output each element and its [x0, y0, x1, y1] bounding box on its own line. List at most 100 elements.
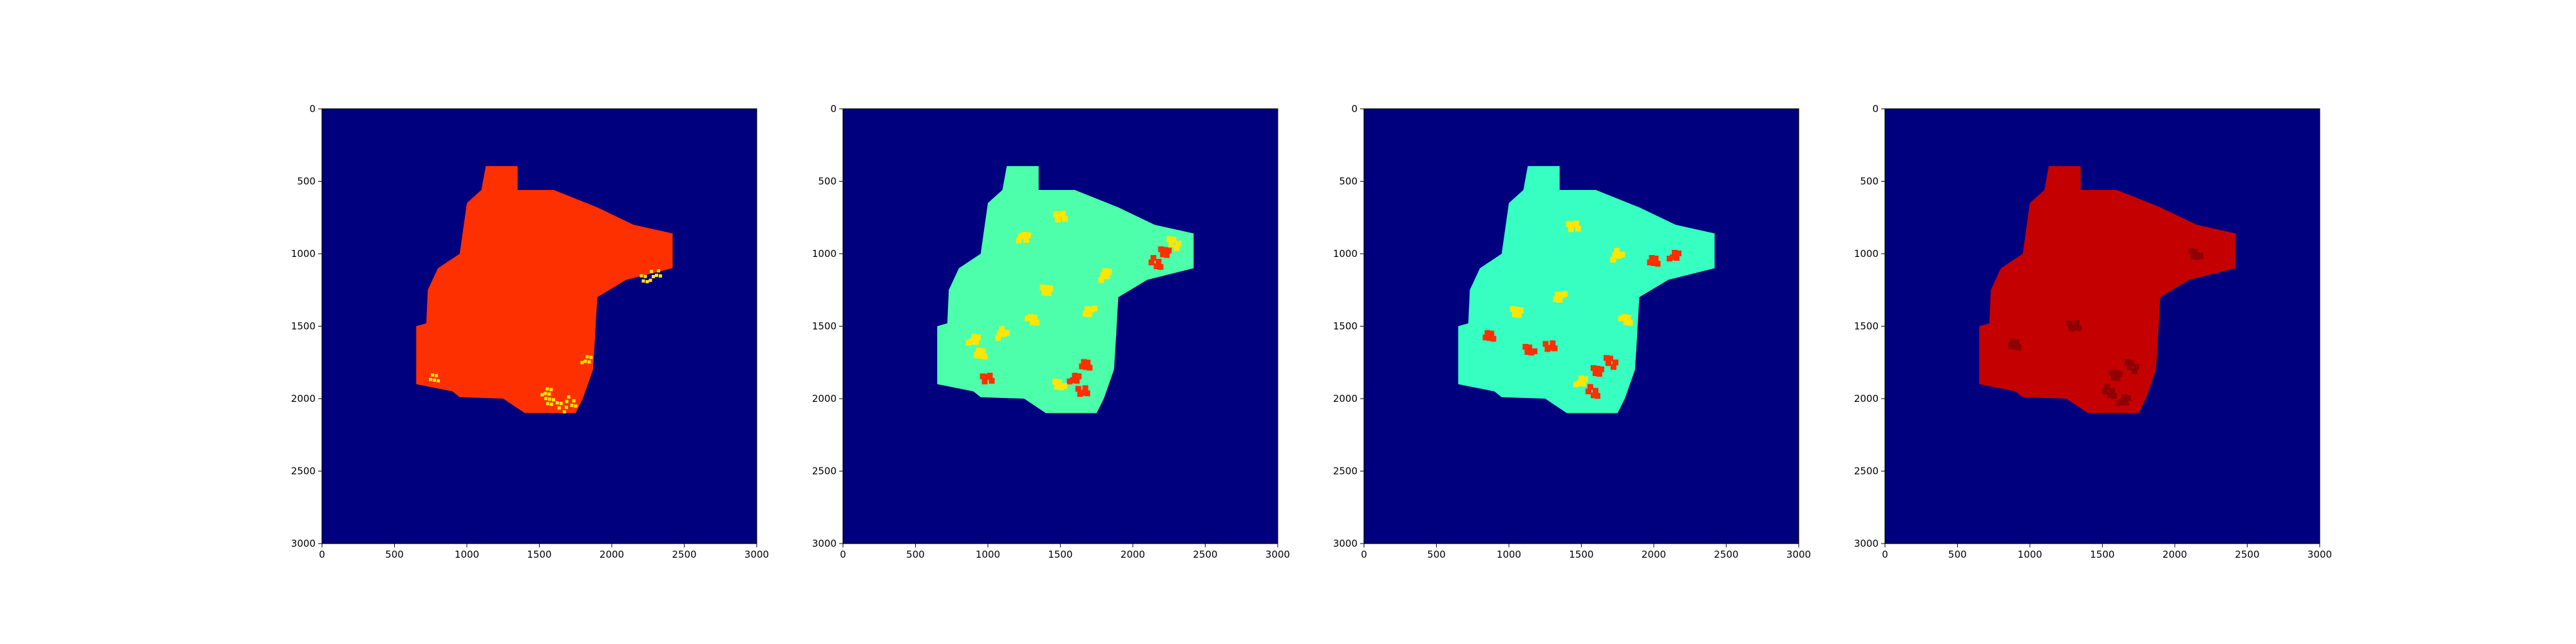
- heatmap-cell: [2108, 369, 2115, 375]
- heatmap-cell: [1086, 365, 1093, 371]
- heatmap-cell: [1482, 334, 1489, 341]
- heatmap-cell: [2014, 339, 2020, 345]
- heatmap-cell: [1558, 292, 1565, 298]
- heatmap-hotspot: [1066, 372, 1082, 384]
- heatmap-cell: [437, 379, 440, 383]
- x-tick-label: 0: [840, 549, 846, 560]
- heatmap-cells: [416, 166, 673, 413]
- heatmap-cell: [2107, 392, 2114, 399]
- x-tick-label: 500: [1427, 549, 1446, 560]
- heatmap-cell: [643, 274, 647, 278]
- heatmap-cell: [1047, 285, 1054, 292]
- heatmap-panel-2: 0 500 1000 1500 2000 2500 30000500100015002000…: [812, 103, 1290, 560]
- heatmap-hotspot: [1158, 246, 1172, 258]
- heatmap-cell: [583, 359, 587, 363]
- heatmap-hotspot: [1482, 330, 1497, 342]
- heatmap-cell: [2125, 395, 2131, 401]
- heatmap-cell: [1528, 350, 1535, 355]
- heatmap-cell: [2102, 388, 2108, 395]
- heatmap-cell: [429, 377, 432, 381]
- heatmap-cell: [1531, 348, 1538, 354]
- heatmap-cell: [1627, 319, 1633, 326]
- heatmap-cell: [987, 372, 993, 379]
- heatmap-cell: [1605, 360, 1611, 366]
- heatmap-cell: [1557, 297, 1563, 303]
- heatmap-cell: [1591, 392, 1596, 399]
- y-tick-label: 2000: [291, 393, 316, 404]
- heatmap-cell: [2074, 320, 2079, 326]
- heatmap-hotspot: [1166, 236, 1182, 251]
- heatmap-cell: [980, 373, 986, 379]
- heatmap-hotspot: [1610, 247, 1625, 263]
- heatmap-cell: [1578, 375, 1584, 382]
- x-tick-label: 2500: [1193, 549, 1217, 560]
- heatmap-cell: [2123, 399, 2129, 406]
- heatmap-cell: [989, 377, 995, 384]
- heatmap-hotspot: [544, 397, 555, 406]
- heatmap-cell: [1526, 345, 1533, 350]
- heatmap-cell: [1591, 365, 1596, 371]
- heatmap-cell: [1098, 277, 1104, 283]
- heatmap-cell: [1542, 341, 1549, 347]
- heatmap-cell: [552, 398, 555, 402]
- x-tick-label: 1500: [1048, 549, 1072, 560]
- heatmap-cell: [1155, 259, 1162, 265]
- y-tick-label: 3000: [812, 538, 837, 549]
- heatmap-cell: [548, 397, 551, 401]
- heatmap-cell: [1043, 285, 1050, 291]
- heatmap-hotspot: [2008, 339, 2022, 350]
- heatmap-cells: [1458, 166, 1715, 413]
- heatmap-cell: [1486, 335, 1493, 341]
- heatmap-cell: [1062, 216, 1068, 222]
- heatmap-hotspot: [1053, 211, 1068, 223]
- y-tick-label: 500: [297, 176, 316, 187]
- heatmap-cell: [1580, 381, 1586, 387]
- heatmap-cell: [1573, 220, 1579, 227]
- x-tick-label: 2500: [2235, 549, 2259, 560]
- heatmap-cell: [1566, 221, 1572, 227]
- heatmap-cell: [544, 397, 547, 401]
- heatmap-cell: [2197, 252, 2204, 259]
- heatmap-cell: [1032, 314, 1037, 321]
- heatmap-hotspot: [995, 326, 1010, 341]
- heatmap-hotspot: [1647, 255, 1661, 267]
- heatmap-cell: [652, 275, 655, 278]
- heatmap-cell: [2134, 364, 2139, 370]
- heatmap-hotspot: [1591, 365, 1604, 377]
- heatmap-cell: [1084, 306, 1090, 312]
- heatmap-cell: [1524, 349, 1531, 355]
- x-tick-label: 1000: [1497, 549, 1521, 560]
- heatmap-cell: [1039, 284, 1046, 290]
- heatmap-cell: [1166, 247, 1172, 254]
- heatmap-hotspot: [429, 373, 440, 383]
- heatmap-cell: [1619, 251, 1625, 258]
- heatmap-cell: [567, 395, 571, 399]
- heatmap-hotspot: [540, 387, 553, 397]
- y-tick-label: 500: [1339, 176, 1358, 187]
- x-tick-label: 2500: [672, 549, 696, 560]
- heatmap-cell: [2076, 325, 2081, 331]
- heatmap-hotspot: [1553, 291, 1568, 303]
- heatmap-cell: [966, 339, 972, 346]
- heatmap-cell: [2112, 370, 2119, 376]
- heatmap-cell: [1670, 254, 1676, 260]
- heatmap-cell: [2132, 368, 2137, 374]
- heatmap-hotspot: [1604, 355, 1618, 370]
- heatmap-cell: [572, 399, 576, 402]
- heatmap-cell: [657, 269, 660, 272]
- heatmap-cell: [540, 393, 544, 397]
- heatmap-cell: [1084, 359, 1091, 366]
- heatmap-cell: [2111, 393, 2117, 399]
- y-tick-label: 1500: [812, 321, 837, 332]
- heatmap-cell: [1577, 380, 1582, 386]
- heatmap-cell: [1511, 311, 1518, 317]
- y-tick-label: 1500: [291, 321, 316, 332]
- heatmap-hotspot: [1522, 344, 1538, 355]
- heatmap-cell: [1575, 225, 1581, 232]
- heatmap-cell: [1649, 255, 1655, 261]
- heatmap-cell: [546, 402, 549, 406]
- y-tick-label: 3000: [1854, 538, 1879, 549]
- heatmap-cell: [1079, 363, 1085, 370]
- heatmap-cell: [1515, 312, 1522, 318]
